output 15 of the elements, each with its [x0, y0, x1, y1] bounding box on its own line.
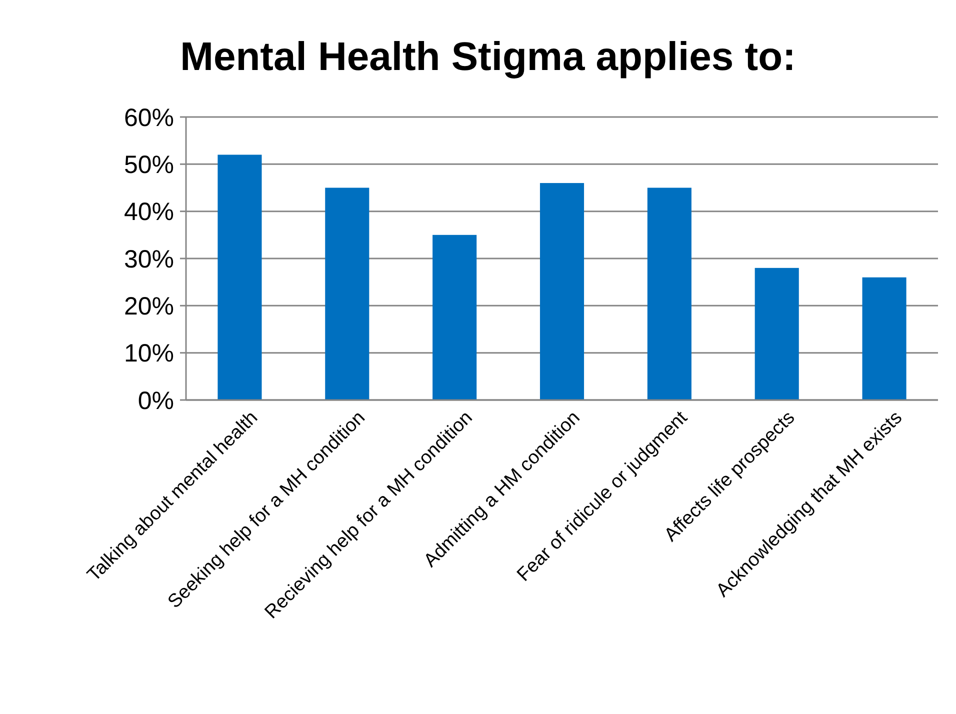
y-tick-label: 60% — [124, 104, 174, 132]
bar — [325, 188, 370, 400]
bar — [432, 234, 477, 400]
bar — [647, 188, 692, 400]
chart-title: Mental Health Stigma applies to: — [180, 35, 796, 79]
bar — [862, 277, 906, 400]
bar — [754, 268, 799, 400]
bar — [540, 183, 584, 400]
y-tick-label: 10% — [124, 340, 174, 368]
y-tick-label: 20% — [124, 292, 174, 320]
y-tick-label: 0% — [138, 386, 174, 415]
y-tick-label: 40% — [124, 198, 174, 226]
bar — [218, 154, 262, 400]
y-tick-label: 50% — [124, 150, 174, 179]
y-tick-label: 30% — [124, 245, 174, 274]
